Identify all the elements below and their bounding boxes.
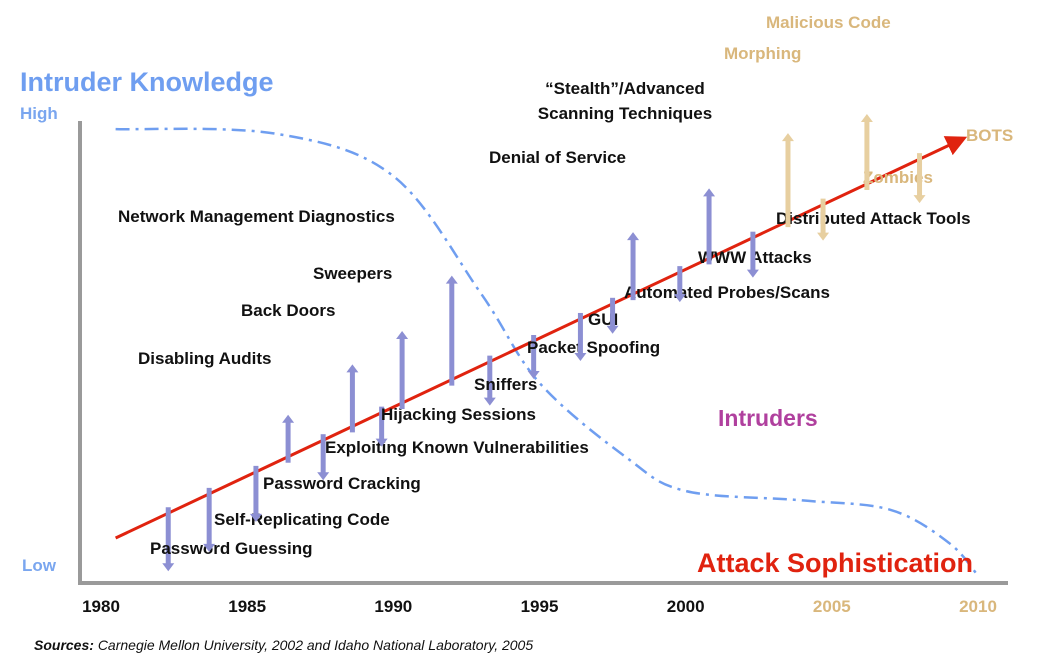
x-tick-label: 1980 — [82, 597, 120, 616]
event-arrow-head — [574, 352, 587, 361]
event-label: Hijacking Sessions — [381, 405, 536, 424]
event-arrow — [817, 198, 830, 241]
event-arrow-head — [703, 188, 716, 197]
event-label: Automated Probes/Scans — [624, 283, 830, 302]
event-arrow-head — [606, 325, 619, 334]
x-tick-label: 2000 — [667, 597, 705, 616]
event-label: Sweepers — [313, 264, 392, 283]
event-arrow — [913, 153, 926, 204]
event-arrow-head — [203, 543, 216, 552]
event-label: Password Cracking — [263, 474, 421, 493]
event-arrow — [396, 330, 409, 409]
event-arrow — [527, 335, 540, 380]
event-arrow — [781, 133, 794, 228]
event-label: Zombies — [863, 168, 933, 187]
event-label: “Stealth”/Advanced Scanning Techniques — [538, 79, 712, 123]
x-tick-label: 1990 — [374, 597, 412, 616]
event-arrow — [203, 487, 216, 552]
event-label: Back Doors — [241, 301, 335, 320]
event-label: Network Management Diagnostics — [118, 207, 395, 226]
event-arrow — [703, 188, 716, 265]
event-arrow — [249, 465, 262, 522]
event-arrow — [746, 231, 759, 278]
intruders-curve — [115, 127, 979, 577]
event-arrow-head — [445, 275, 458, 284]
source-note: Sources: Carnegie Mellon University, 200… — [34, 637, 533, 653]
source-prefix: Sources: — [34, 637, 94, 653]
event-arrow-head — [673, 294, 686, 303]
event-arrow-head — [317, 472, 330, 481]
event-arrow-head — [346, 364, 359, 373]
event-arrow — [860, 113, 873, 190]
source-text: Carnegie Mellon University, 2002 and Ida… — [97, 637, 534, 653]
event-label: Morphing — [724, 44, 801, 63]
event-arrow-head — [913, 195, 926, 204]
x-tick-label: 1985 — [228, 597, 266, 616]
x-tick-label: 1995 — [521, 597, 559, 616]
y-axis-high-label: High — [20, 104, 58, 123]
event-arrow — [445, 275, 458, 386]
event-label: Sniffers — [474, 375, 537, 394]
event-arrow — [483, 355, 496, 406]
event-label: Packet Spoofing — [527, 338, 660, 357]
event-label: Exploiting Known Vulnerabilities — [325, 438, 589, 457]
event-arrow-head — [860, 113, 873, 122]
event-label: Denial of Service — [489, 148, 626, 167]
y-axis-title: Intruder Knowledge — [20, 67, 274, 97]
event-arrow-head — [746, 269, 759, 278]
event-label: Disabling Audits — [138, 349, 272, 368]
event-arrow — [375, 406, 388, 447]
event-arrow-head — [282, 414, 295, 423]
event-arrow — [606, 297, 619, 334]
series-label-attack-sophistication: Attack Sophistication — [697, 548, 973, 578]
event-arrow-head — [527, 371, 540, 380]
event-arrow — [162, 507, 175, 572]
event-arrow-head — [781, 133, 794, 142]
event-arrow — [574, 312, 587, 361]
event-arrow-head — [627, 232, 640, 241]
event-arrow — [673, 266, 686, 303]
event-arrow-head — [375, 438, 388, 447]
event-arrow — [346, 364, 359, 433]
event-arrow-head — [817, 232, 830, 241]
event-arrow-head — [249, 513, 262, 522]
event-label: Self-Replicating Code — [214, 510, 390, 529]
event-arrow — [282, 414, 295, 463]
event-label: Password Guessing — [150, 539, 313, 558]
event-arrow-head — [396, 330, 409, 339]
event-arrow — [627, 232, 640, 301]
x-tick-label: 2010 — [959, 597, 997, 616]
event-arrow — [317, 434, 330, 481]
event-arrow-head — [483, 397, 496, 406]
event-arrow-head — [162, 563, 175, 572]
series-label-intruders: Intruders — [718, 405, 818, 431]
x-tick-label: 2005 — [813, 597, 851, 616]
y-axis-low-label: Low — [22, 556, 57, 575]
event-label: Distributed Attack Tools — [776, 209, 971, 228]
event-label: Malicious Code — [766, 13, 891, 32]
event-label: BOTS — [966, 126, 1013, 145]
